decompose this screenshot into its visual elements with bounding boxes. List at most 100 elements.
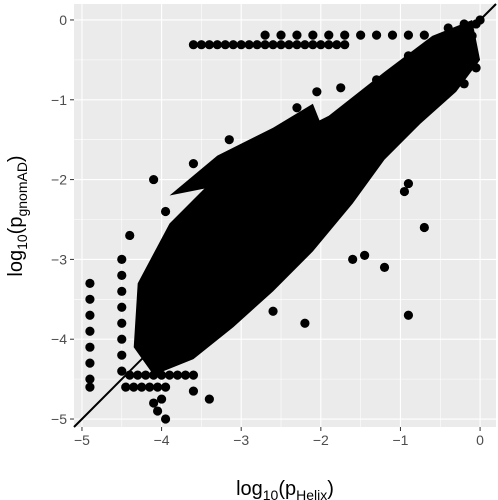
x-tick-label: −1 bbox=[392, 432, 408, 448]
data-point bbox=[356, 30, 366, 40]
data-point bbox=[371, 30, 382, 40]
y-tick-label: −5 bbox=[51, 411, 67, 427]
y-tick-label: −3 bbox=[51, 251, 67, 267]
data-point bbox=[371, 75, 382, 85]
data-point bbox=[85, 294, 95, 304]
data-point bbox=[129, 382, 139, 392]
data-point bbox=[387, 30, 398, 40]
data-point bbox=[340, 30, 350, 40]
y-tick-label: 0 bbox=[59, 12, 67, 28]
data-point bbox=[149, 398, 159, 408]
data-point bbox=[188, 40, 199, 50]
data-point bbox=[467, 47, 477, 57]
data-point bbox=[316, 40, 326, 50]
data-point bbox=[117, 254, 127, 264]
data-point bbox=[156, 394, 167, 404]
data-point bbox=[300, 40, 310, 50]
point-cloud-core bbox=[133, 19, 481, 376]
data-point bbox=[220, 40, 230, 50]
data-point bbox=[149, 370, 159, 380]
data-point bbox=[419, 222, 429, 233]
x-tick-label: −5 bbox=[74, 432, 90, 448]
data-point bbox=[308, 30, 318, 40]
identity-line bbox=[73, 3, 497, 428]
data-point bbox=[459, 19, 469, 29]
data-point bbox=[451, 27, 461, 37]
data-point bbox=[149, 174, 159, 185]
data-point bbox=[160, 206, 171, 217]
point-cloud-upper-edge bbox=[169, 103, 321, 196]
data-point bbox=[117, 270, 127, 280]
x-axis-title: log10(pHelix) bbox=[236, 478, 334, 500]
data-point bbox=[260, 30, 270, 40]
data-point bbox=[360, 250, 370, 261]
y-axis-ticks: −5 −4 −3 −2 −1 0 bbox=[51, 12, 74, 427]
data-point bbox=[117, 350, 127, 360]
data-point bbox=[471, 63, 481, 73]
data-point bbox=[292, 40, 302, 50]
data-point bbox=[117, 302, 127, 312]
data-point bbox=[340, 40, 350, 50]
data-point bbox=[180, 370, 191, 380]
data-point bbox=[85, 278, 95, 288]
data-point bbox=[188, 370, 199, 380]
data-point bbox=[260, 40, 270, 50]
data-point bbox=[276, 40, 286, 50]
data-point bbox=[153, 382, 163, 392]
data-point bbox=[156, 370, 167, 380]
data-point bbox=[164, 370, 175, 380]
data-point bbox=[121, 382, 131, 392]
x-axis-ticks: −5 −4 −3 −2 −1 0 bbox=[74, 427, 484, 448]
data-point bbox=[160, 382, 171, 392]
data-point bbox=[403, 51, 414, 61]
data-point bbox=[85, 382, 95, 392]
data-point bbox=[292, 103, 302, 113]
data-point bbox=[332, 40, 342, 50]
data-point bbox=[276, 30, 286, 40]
data-point bbox=[252, 40, 262, 50]
data-point bbox=[451, 55, 461, 65]
data-point bbox=[228, 40, 238, 50]
data-point bbox=[443, 23, 453, 33]
y-axis-title: log10(pgnomAD) bbox=[5, 155, 30, 276]
data-point bbox=[137, 382, 147, 392]
data-point bbox=[141, 370, 151, 380]
data-point bbox=[399, 186, 410, 197]
y-tick-label: −4 bbox=[51, 331, 67, 347]
data-point bbox=[292, 30, 302, 40]
x-tick-label: 0 bbox=[476, 432, 484, 448]
data-point bbox=[435, 43, 445, 53]
data-point bbox=[117, 286, 127, 296]
data-point bbox=[204, 394, 214, 404]
data-point bbox=[188, 159, 199, 169]
data-points bbox=[85, 15, 485, 424]
data-point bbox=[85, 310, 95, 320]
data-point bbox=[153, 406, 163, 416]
data-point bbox=[224, 135, 234, 145]
data-point bbox=[244, 40, 254, 50]
data-point bbox=[117, 318, 127, 328]
data-point bbox=[268, 306, 278, 316]
data-point bbox=[212, 40, 222, 50]
data-point bbox=[268, 40, 278, 50]
data-point bbox=[125, 230, 135, 241]
data-point bbox=[85, 358, 95, 368]
data-point bbox=[403, 178, 414, 189]
data-point bbox=[324, 30, 334, 40]
x-tick-label: −4 bbox=[154, 432, 170, 448]
data-point bbox=[188, 386, 199, 396]
data-point bbox=[85, 326, 95, 336]
data-point bbox=[236, 40, 246, 50]
data-point bbox=[204, 40, 214, 50]
data-point bbox=[172, 370, 183, 380]
data-point bbox=[379, 262, 390, 272]
point-density-bands bbox=[133, 19, 481, 376]
data-point bbox=[336, 83, 346, 93]
data-point bbox=[160, 414, 171, 424]
data-point bbox=[85, 374, 95, 384]
data-point bbox=[300, 318, 310, 328]
data-point bbox=[459, 79, 469, 89]
data-point bbox=[403, 310, 414, 320]
data-point bbox=[467, 31, 477, 41]
